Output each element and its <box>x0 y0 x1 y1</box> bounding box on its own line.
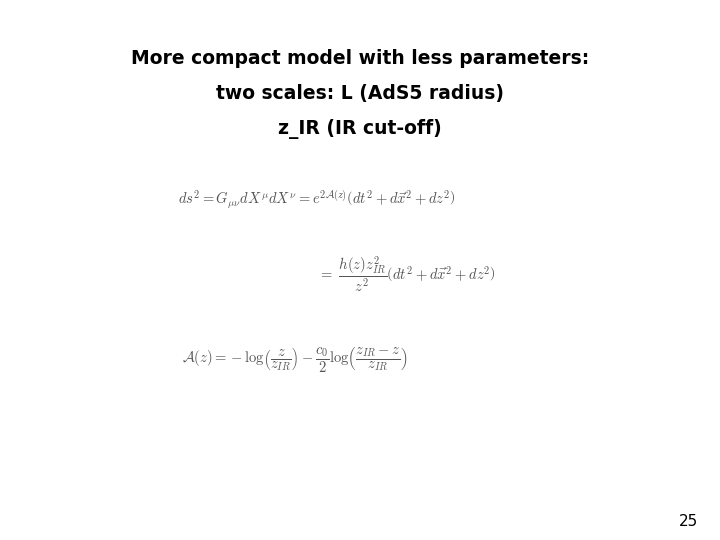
Text: $ds^2 = G_{\mu\nu} dX^{\mu} dX^{\nu}  =  e^{2\mathcal{A}(z)} \left(dt^2 + d\vec{: $ds^2 = G_{\mu\nu} dX^{\mu} dX^{\nu} = e… <box>178 189 456 211</box>
Text: More compact model with less parameters:: More compact model with less parameters: <box>131 49 589 68</box>
Text: z_IR (IR cut-off): z_IR (IR cut-off) <box>278 119 442 139</box>
Text: $\mathcal{A}(z) = -\log\!\left(\dfrac{z}{z_{IR}}\right) - \dfrac{c_0}{2}\log\!\l: $\mathcal{A}(z) = -\log\!\left(\dfrac{z}… <box>182 346 408 375</box>
Text: 25: 25 <box>679 514 698 529</box>
Text: two scales: L (AdS5 radius): two scales: L (AdS5 radius) <box>216 84 504 103</box>
Text: $= \ \dfrac{h(z)z_{IR}^2}{z^2} \left(dt^2 + d\vec{x}^2 + dz^2\right)$: $= \ \dfrac{h(z)z_{IR}^2}{z^2} \left(dt^… <box>318 254 496 294</box>
